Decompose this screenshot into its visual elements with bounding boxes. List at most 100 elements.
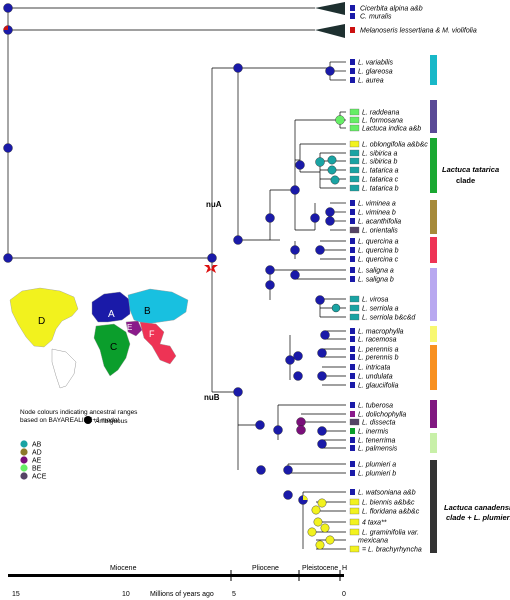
ancestral-node [317, 371, 327, 381]
range-swatch [350, 373, 355, 379]
ancestral-node [296, 425, 306, 435]
ancestral-node [320, 523, 330, 533]
clade-color-bar [430, 55, 437, 85]
ancestral-node [265, 265, 275, 275]
tip-labels: Cicerbita alpina a&bC. muralis Melanoseri… [349, 5, 477, 554]
ancestral-node [310, 213, 320, 223]
ancestral-node [3, 253, 13, 263]
taxon-label: L. serriola b&c&d [362, 315, 416, 322]
legend-swatch [20, 456, 28, 464]
ancestral-node [265, 213, 275, 223]
legend-subtitle: based on BAYAREALIKE+J model [20, 417, 119, 424]
range-swatch [350, 346, 355, 352]
taxon-label: L. plumieri b [358, 471, 396, 478]
clade-label-nub: nuB [204, 393, 220, 402]
ancestral-node [283, 465, 293, 475]
range-swatch [350, 445, 355, 451]
epoch-miocene: Miocene [110, 565, 137, 572]
canadensis-clade-label: Lactuca canadensis [444, 503, 510, 512]
epoch-pleistocene: Pleistocene [302, 565, 338, 572]
ancestral-node [325, 207, 335, 217]
map-label-c: C [110, 342, 117, 353]
clade-color-bar [430, 460, 437, 553]
taxon-label: L. plumieri a [358, 462, 396, 469]
legend: Node colours indicating ancestral ranges… [20, 409, 138, 481]
ancestral-node [3, 143, 13, 153]
world-map: D A B C E F [9, 287, 189, 389]
range-swatch [350, 68, 355, 74]
range-swatch [350, 336, 355, 342]
tick-5: 5 [232, 591, 236, 598]
taxon-label: L. serriola a [362, 306, 399, 313]
tick-15: 15 [12, 591, 20, 598]
taxon-label: Lactuca indica a&b [362, 126, 421, 133]
ancestral-node [335, 115, 345, 125]
ancestral-node [311, 505, 321, 515]
range-swatch [350, 27, 355, 33]
ancestral-node [317, 498, 327, 508]
range-swatch [350, 411, 355, 417]
range-swatch [350, 364, 355, 370]
timescale-axis-label: Millions of years ago [150, 591, 214, 598]
legend-label: ACE [32, 474, 47, 481]
range-swatch [350, 382, 355, 388]
ancestral-node [293, 371, 303, 381]
tick-0: 0 [342, 591, 346, 598]
range-swatch [349, 545, 360, 553]
taxon-label: L. virosa [362, 297, 389, 304]
clade-color-bars [430, 55, 437, 553]
ancestral-node [325, 535, 335, 545]
taxon-label: L. sibirica a [362, 151, 398, 158]
map-region-a [91, 291, 131, 323]
range-swatch [350, 437, 355, 443]
ancestral-node [290, 270, 300, 280]
range-swatch [349, 124, 360, 132]
clade-color-bar [430, 100, 437, 133]
range-swatch [349, 295, 360, 303]
taxon-label: mexicana [358, 538, 388, 545]
ancestral-node [325, 66, 335, 76]
ancestral-node [233, 235, 243, 245]
ancestral-node [325, 216, 335, 226]
map-region-e [125, 320, 143, 337]
ancestral-node [283, 490, 293, 500]
taxon-label: L. acanthifolia [358, 219, 401, 226]
taxon-label: L. viminea b [358, 210, 396, 217]
range-swatch [350, 402, 355, 408]
taxon-label: L. viminea a [358, 201, 396, 208]
clade-color-bar [430, 433, 437, 453]
ancestral-node-part [303, 495, 308, 500]
ancestral-node [273, 425, 283, 435]
map-region-south-america [51, 348, 77, 389]
range-swatch [350, 428, 355, 434]
ancestral-node [317, 348, 327, 358]
range-swatch [350, 5, 355, 11]
legend-label: BE [32, 466, 42, 473]
range-swatch [350, 13, 355, 19]
ancestral-node [327, 155, 337, 165]
ancestral-node [331, 303, 341, 313]
taxon-label: L. tatarica c [362, 177, 399, 184]
taxon-label: L. biennis a&b&c [362, 500, 415, 507]
legend-ambiguous-label: Ambiguous [95, 418, 128, 425]
range-swatch [349, 528, 360, 536]
range-swatch [350, 59, 355, 65]
legend-label: AB [32, 442, 42, 449]
ancestral-node [285, 355, 295, 365]
taxon-label: L. tatarica a [362, 168, 399, 175]
range-swatch [349, 140, 360, 148]
range-swatch [350, 218, 355, 224]
legend-swatch [20, 464, 28, 472]
collapsed-clade-triangle [315, 2, 345, 15]
ancestral-node [315, 157, 325, 167]
range-swatch [349, 149, 360, 157]
range-swatch [350, 461, 355, 467]
taxon-label: L. orientalis [362, 228, 398, 235]
range-swatch [349, 313, 360, 321]
taxon-label: L. quercina a [358, 239, 399, 246]
ancestral-node [233, 63, 243, 73]
range-swatch [350, 200, 355, 206]
ancestral-node [265, 280, 275, 290]
taxon-label: L. palmensis [358, 446, 398, 453]
taxon-label: = L. brachyrhyncha [362, 547, 422, 554]
